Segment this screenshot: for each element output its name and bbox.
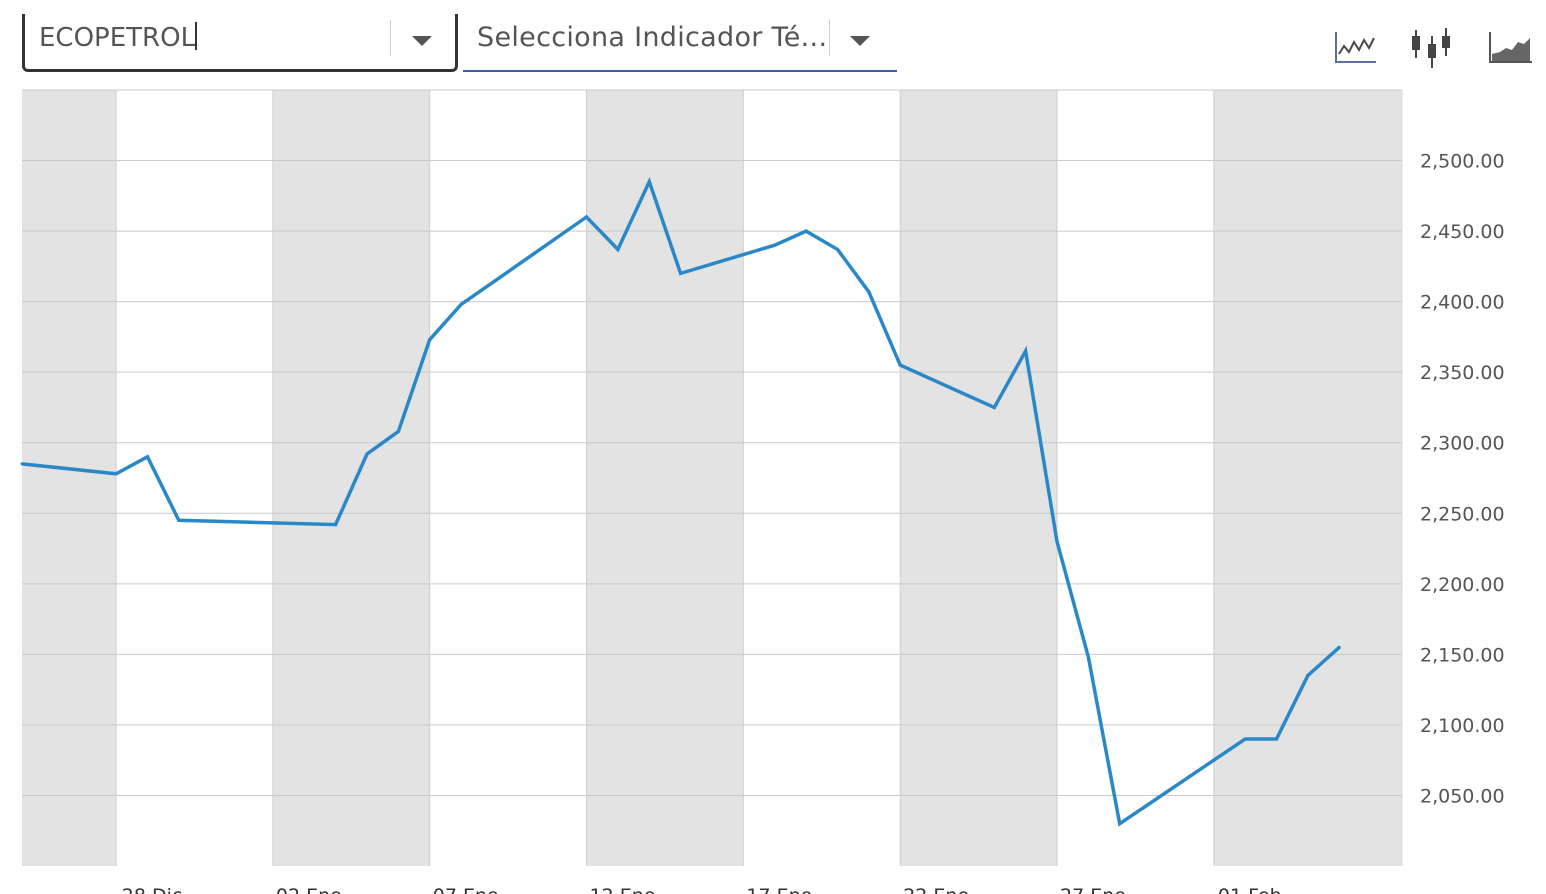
price-point xyxy=(365,452,369,456)
price-point xyxy=(459,302,463,306)
indicator-placeholder: Selecciona Indicador Té... xyxy=(477,22,828,53)
y-tick-label: 2,150.00 xyxy=(1420,644,1505,666)
price-point xyxy=(1306,674,1310,678)
candlestick-chart-button[interactable] xyxy=(1408,24,1456,70)
shaded-band xyxy=(586,90,744,866)
price-point xyxy=(1275,737,1279,741)
price-point xyxy=(773,243,777,247)
price-point xyxy=(585,215,589,219)
shaded-band xyxy=(22,90,117,866)
price-point xyxy=(396,429,400,433)
shaded-band xyxy=(900,90,1057,866)
indicator-selector[interactable]: Selecciona Indicador Té... xyxy=(463,14,897,72)
y-tick-label: 2,050.00 xyxy=(1420,785,1505,807)
x-tick-label: 12 Ene xyxy=(590,885,656,894)
price-point xyxy=(1118,822,1122,826)
area-chart-button[interactable] xyxy=(1486,24,1534,70)
y-tick-label: 2,450.00 xyxy=(1420,221,1505,243)
price-point xyxy=(177,518,181,522)
chevron-down-icon[interactable] xyxy=(850,36,870,46)
x-tick-label: 07 Ene xyxy=(433,885,499,894)
price-point xyxy=(867,290,871,294)
line-chart-icon xyxy=(1335,32,1376,63)
chevron-down-icon[interactable] xyxy=(412,36,432,46)
price-point xyxy=(1055,539,1059,543)
price-point xyxy=(334,523,338,527)
x-tick-label: 27 Ene xyxy=(1060,885,1126,894)
price-point xyxy=(1337,645,1341,649)
symbol-dropdown-separator xyxy=(390,20,391,56)
price-point xyxy=(804,229,808,233)
x-tick-label: 17 Ene xyxy=(746,885,812,894)
price-point xyxy=(145,455,149,459)
price-point xyxy=(1024,349,1028,353)
y-tick-label: 2,100.00 xyxy=(1420,715,1505,737)
price-point xyxy=(679,271,683,275)
x-tick-label: 02 Ene xyxy=(276,885,342,894)
y-tick-label: 2,500.00 xyxy=(1420,151,1505,173)
price-point xyxy=(1243,737,1247,741)
y-tick-label: 2,250.00 xyxy=(1420,503,1505,525)
price-point xyxy=(114,472,118,476)
price-point xyxy=(898,363,902,367)
price-point xyxy=(616,247,620,251)
y-tick-label: 2,200.00 xyxy=(1420,574,1505,596)
price-point xyxy=(428,338,432,342)
x-tick-label: 28 Dic xyxy=(122,885,183,894)
indicator-dropdown-separator xyxy=(829,20,830,56)
x-tick-label: 22 Ene xyxy=(903,885,969,894)
shaded-band xyxy=(272,90,430,866)
area-chart-icon xyxy=(1489,32,1532,63)
price-point xyxy=(647,180,651,184)
price-point xyxy=(992,405,996,409)
price-point xyxy=(835,247,839,251)
symbol-selector[interactable]: ECOPETROL xyxy=(22,14,458,72)
candlestick-chart-icon xyxy=(1412,28,1450,68)
x-tick-label: 01 Feb xyxy=(1218,885,1282,894)
y-tick-label: 2,400.00 xyxy=(1420,292,1505,314)
y-tick-label: 2,350.00 xyxy=(1420,362,1505,384)
shaded-band xyxy=(1213,90,1402,866)
symbol-input[interactable]: ECOPETROL xyxy=(39,22,198,53)
price-point xyxy=(1086,655,1090,659)
y-tick-label: 2,300.00 xyxy=(1420,433,1505,455)
line-chart-button[interactable] xyxy=(1330,24,1378,70)
price-point xyxy=(20,462,24,466)
